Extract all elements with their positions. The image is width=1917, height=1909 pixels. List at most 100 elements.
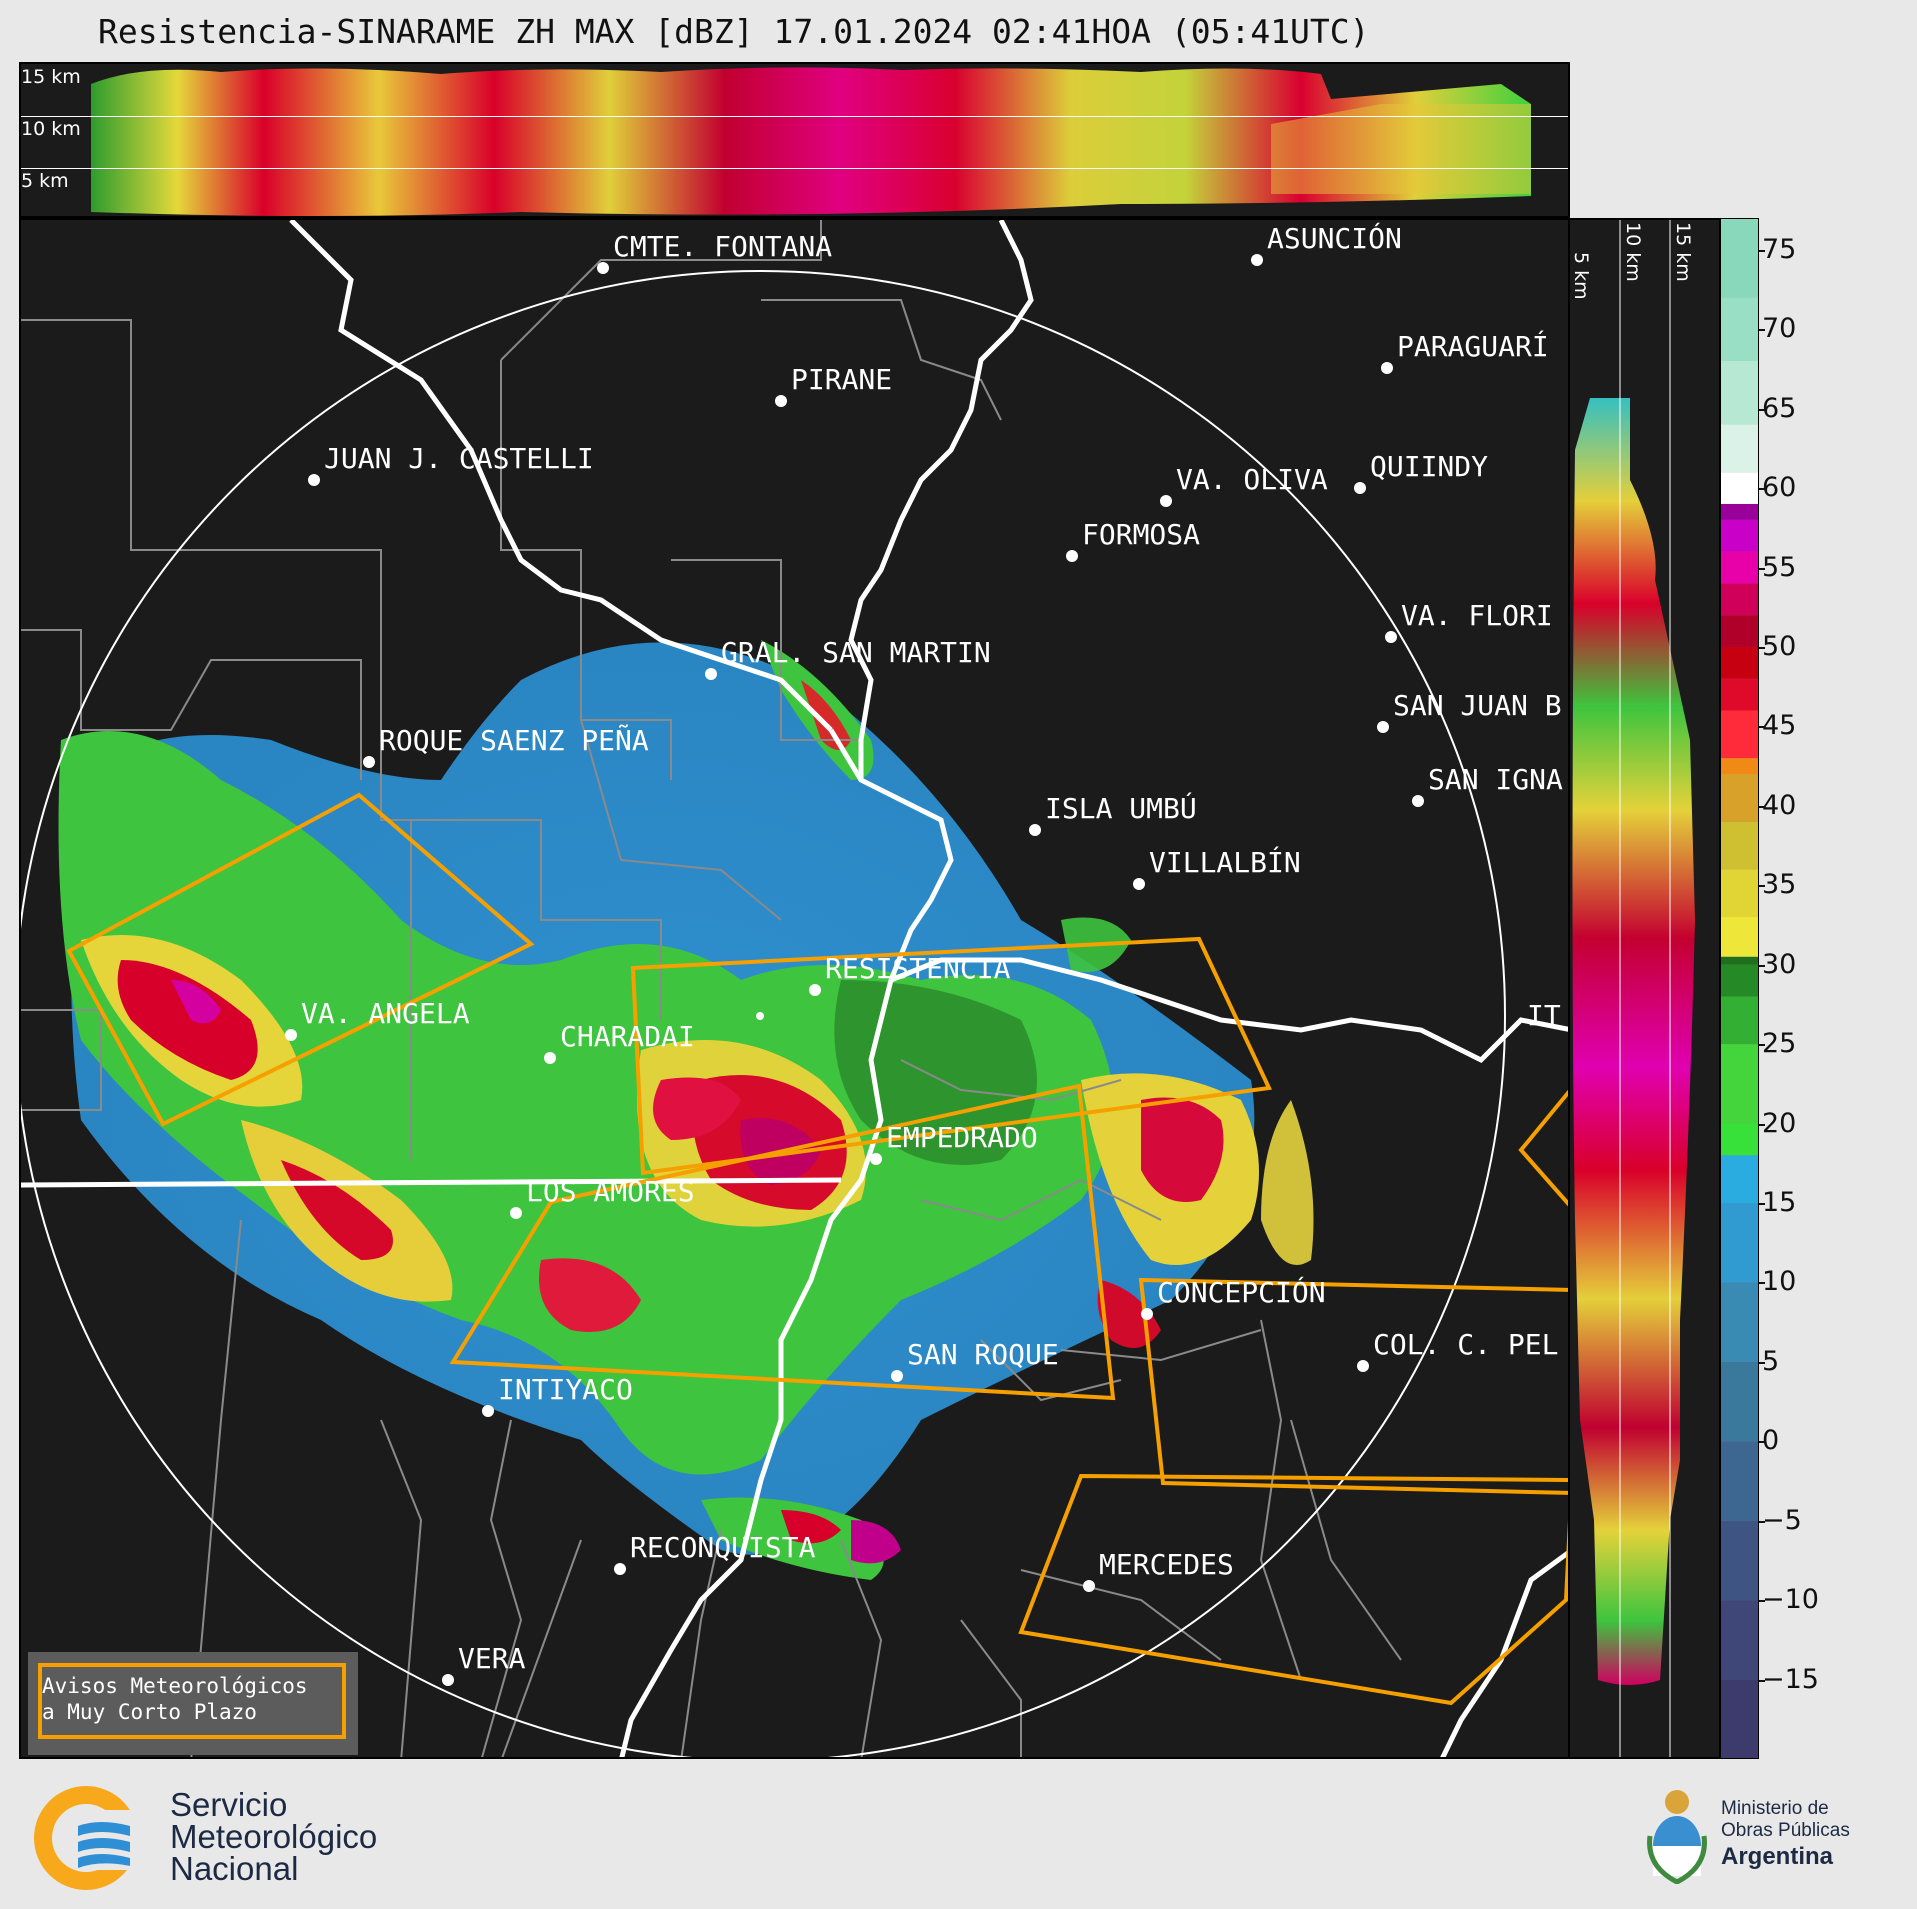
colorbar-tick-mark: [1759, 1679, 1765, 1682]
city-label[interactable]: INTIYACO: [498, 1373, 633, 1406]
city-label[interactable]: MERCEDES: [1099, 1548, 1234, 1581]
city-label[interactable]: SAN ROQUE: [907, 1338, 1059, 1371]
colorbar-band: [1720, 218, 1759, 298]
city-label[interactable]: CMTE. FONTANA: [613, 230, 832, 263]
colorbar-band: [1720, 678, 1759, 711]
colorbar-tick-label: 75: [1762, 233, 1797, 265]
colorbar-tick-label: 30: [1762, 948, 1797, 980]
city-label[interactable]: PIRANE: [791, 363, 892, 396]
colorbar-band: [1720, 1155, 1759, 1203]
top-10km-label: 10 km: [21, 118, 81, 140]
colorbar-band: [1720, 710, 1759, 759]
city-label[interactable]: VA. ANGELA: [301, 997, 470, 1030]
colorbar-tick-label: 5: [1762, 1345, 1780, 1377]
colorbar-band: [1720, 472, 1759, 504]
warning-polygon-san-roque[interactable]: [449, 1083, 1116, 1401]
warning-polygon-mercedes[interactable]: [1018, 1473, 1570, 1706]
city-label[interactable]: VILLALBÍN: [1149, 845, 1301, 879]
colorbar-band: [1720, 503, 1759, 520]
warning-legend: Avisos Meteorológicos a Muy Corto Plazo: [28, 1652, 358, 1755]
city-label[interactable]: CONCEPCIÓN: [1157, 1275, 1326, 1309]
side-15km-label: 15 km: [1672, 222, 1694, 282]
city-label[interactable]: QUIINDY: [1370, 450, 1488, 483]
colorbar-tick-label: 25: [1762, 1028, 1797, 1060]
city-label[interactable]: EMPEDRADO: [886, 1121, 1038, 1154]
warning-polygon-concepcion[interactable]: [1138, 1277, 1570, 1495]
colorbar-band: [1720, 519, 1759, 552]
city-label[interactable]: ASUNCIÓN: [1267, 221, 1402, 255]
colorbar-tick-label: 45: [1762, 710, 1797, 742]
top-max-projection-panel: 15 km 10 km 5 km: [19, 62, 1570, 218]
city-label[interactable]: VERA: [458, 1642, 526, 1675]
ministry-line1: Ministerio de: [1721, 1798, 1829, 1819]
ministry-name: Ministerio de Obras Públicas Argentina: [1721, 1798, 1850, 1872]
city-label[interactable]: CHARADAI: [560, 1020, 695, 1053]
colorbar-tick-mark: [1759, 329, 1765, 332]
colorbar-band: [1720, 615, 1759, 647]
smn-logo: [30, 1782, 142, 1894]
echo-field: [58, 640, 1314, 1580]
colorbar-tick-label: 70: [1762, 313, 1797, 345]
top-10km-line: [21, 116, 1568, 117]
top-echo-field: [91, 67, 1531, 216]
city-label[interactable]: COL. C. PEL: [1373, 1328, 1558, 1361]
city-label[interactable]: RESISTENCIA: [825, 952, 1011, 985]
colorbar-band: [1720, 956, 1759, 965]
warning-polygon-va-angela[interactable]: [66, 792, 535, 1127]
colorbar-band: [1720, 1679, 1759, 1759]
colorbar-tick-mark: [1759, 249, 1765, 252]
colorbar-tick-label: 60: [1762, 472, 1797, 504]
city-label[interactable]: SAN IGNA: [1428, 763, 1563, 796]
colorbar-tick-mark: [1759, 964, 1765, 967]
city-label[interactable]: RECONQUISTA: [630, 1531, 816, 1564]
city-label[interactable]: IT: [1527, 999, 1561, 1032]
city-label[interactable]: ISLA UMBÚ: [1045, 791, 1197, 825]
colorbar-band: [1720, 1361, 1759, 1442]
colorbar-tick-label: 15: [1762, 1186, 1797, 1218]
colorbar-band: [1720, 1520, 1759, 1601]
city-label[interactable]: VA. OLIVA: [1176, 463, 1328, 496]
city-label[interactable]: VA. FLORI: [1401, 599, 1553, 632]
city-label[interactable]: ROQUE SAENZ PEÑA: [379, 723, 649, 757]
colorbar-band: [1720, 917, 1759, 957]
colorbar-tick-mark: [1759, 408, 1765, 411]
colorbar-band: [1720, 646, 1759, 679]
city-label[interactable]: LOS AMORES: [526, 1175, 695, 1208]
colorbar-tick-mark: [1759, 1282, 1765, 1285]
colorbar-tick-label: 50: [1762, 630, 1797, 662]
smn-line3: Nacional: [170, 1850, 299, 1887]
dbz-colorbar: [1720, 218, 1759, 1759]
colorbar-band: [1720, 1282, 1759, 1362]
city-label[interactable]: SAN JUAN B: [1393, 689, 1562, 722]
colorbar-band: [1720, 964, 1759, 997]
side-10km-label: 10 km: [1622, 222, 1644, 282]
colorbar-tick-label: 20: [1762, 1107, 1797, 1139]
colorbar-band: [1720, 821, 1759, 870]
colorbar-tick-mark: [1759, 885, 1765, 888]
city-label[interactable]: PARAGUARÍ: [1397, 329, 1549, 363]
city-label[interactable]: FORMOSA: [1082, 518, 1200, 551]
colorbar-tick-mark: [1759, 488, 1765, 491]
colorbar-tick-label: 10: [1762, 1266, 1797, 1298]
colorbar-tick-mark: [1759, 726, 1765, 729]
warning-polygon-resistencia[interactable]: [630, 936, 1272, 1176]
colorbar-band: [1720, 551, 1759, 584]
ministry-line2: Obras Públicas: [1721, 1820, 1850, 1841]
side-max-projection-panel: 5 km 10 km 15 km: [1568, 218, 1721, 1759]
city-label[interactable]: JUAN J. CASTELLI: [324, 442, 594, 475]
warning-polygon-east[interactable]: [1518, 1088, 1570, 1208]
warning-legend-line1: Avisos Meteorológicos: [42, 1674, 308, 1698]
colorbar-band: [1720, 1441, 1759, 1521]
side-5km-label: 5 km: [1570, 252, 1592, 300]
colorbar-band: [1720, 758, 1759, 775]
radar-range-ring: [21, 270, 1506, 1757]
colorbar-tick-mark: [1759, 1600, 1765, 1603]
colorbar-band: [1720, 297, 1759, 361]
colorbar-tick-mark: [1759, 567, 1765, 570]
radar-map-panel[interactable]: CMTE. FONTANA ASUNCIÓN PARAGUARÍ PIRANE …: [19, 218, 1570, 1759]
map-title: Resistencia-SINARAME ZH MAX [dBZ] 17.01.…: [98, 12, 1370, 51]
colorbar-tick-label: 0: [1762, 1425, 1780, 1457]
city-markers: CMTE. FONTANA ASUNCIÓN PARAGUARÍ PIRANE …: [285, 221, 1563, 1686]
side-echo-field: [1572, 220, 1695, 1757]
city-label[interactable]: GRAL. SAN MARTIN: [721, 636, 991, 669]
